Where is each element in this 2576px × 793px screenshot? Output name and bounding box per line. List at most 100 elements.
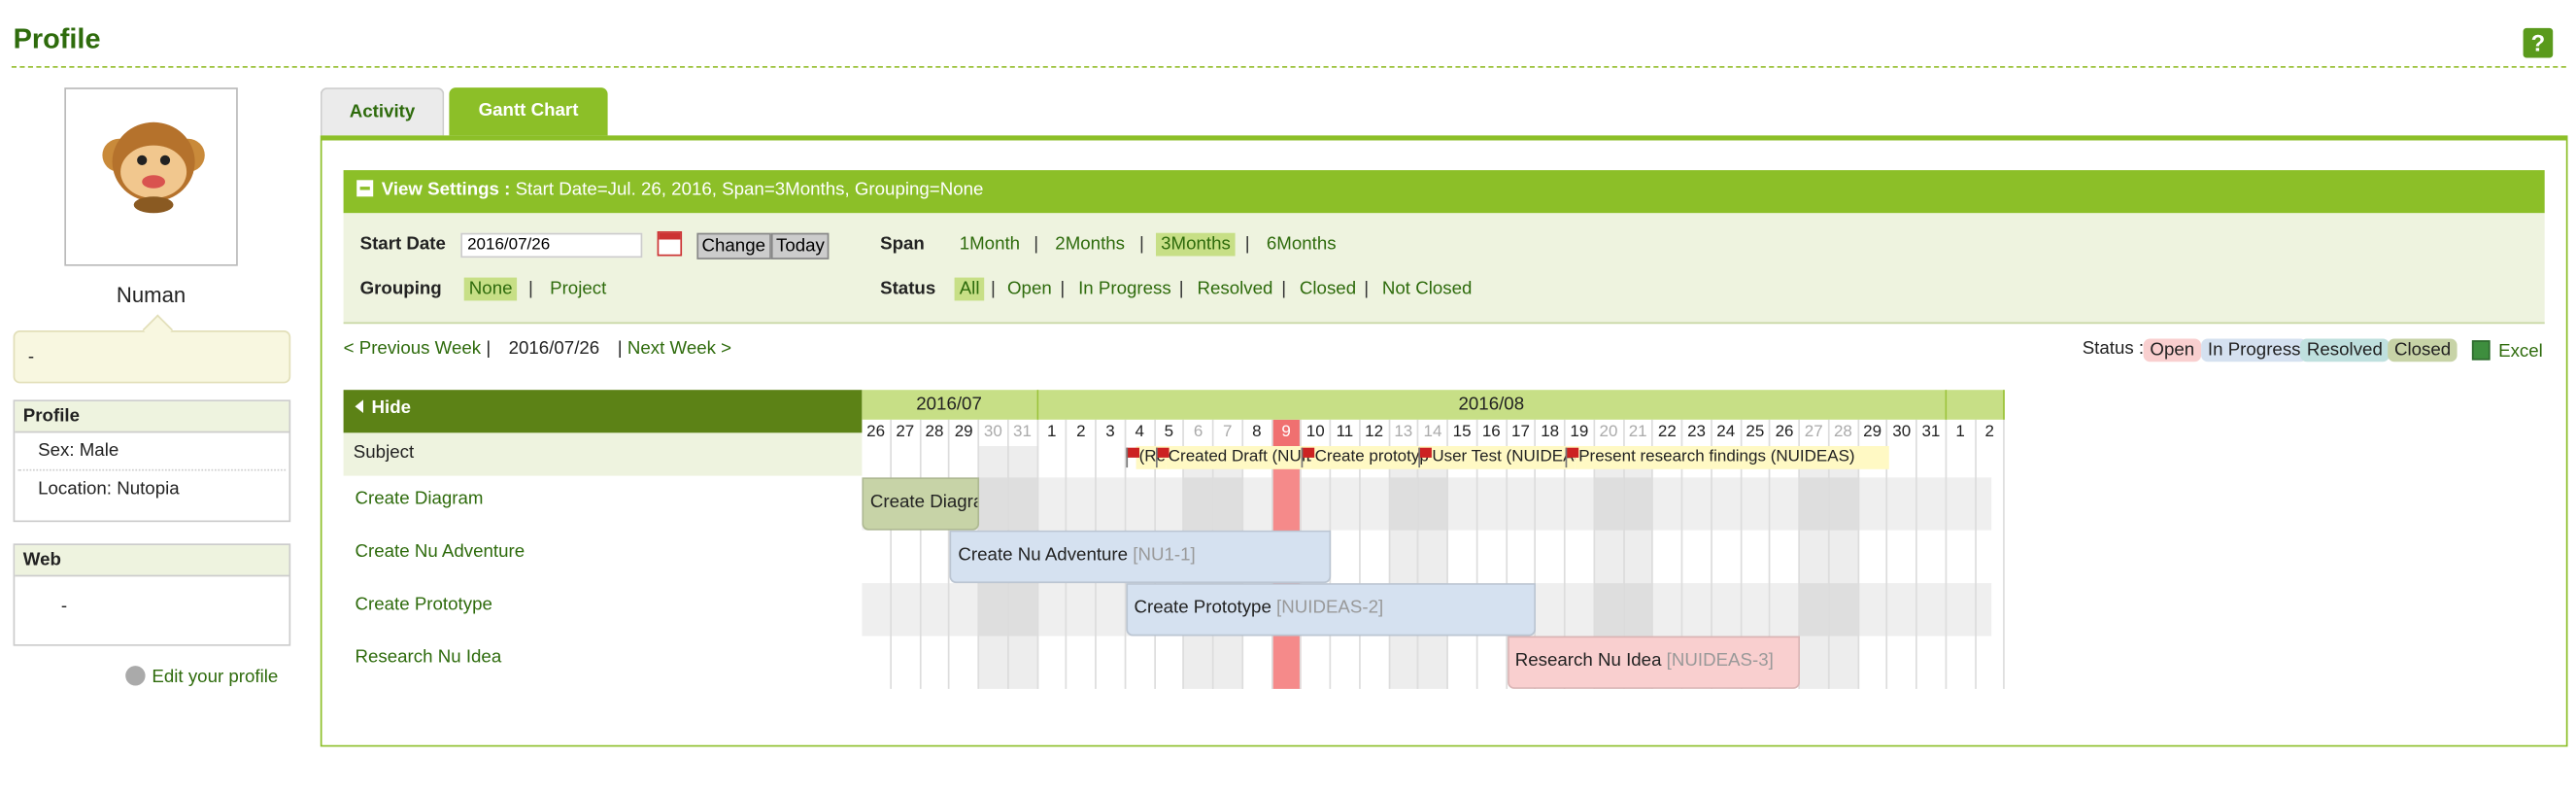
status-closed[interactable]: Closed [1299, 279, 1357, 299]
previous-week-link[interactable]: < Previous Week [343, 338, 482, 359]
excel-icon [2471, 340, 2491, 361]
day-label: 30 [1888, 419, 1917, 446]
span-3months[interactable]: 3Months [1156, 232, 1236, 257]
calendar-icon[interactable] [657, 231, 683, 257]
day-column [1566, 446, 1595, 689]
current-week: 2016/07/26 [508, 338, 600, 359]
view-settings-summary: Start Date=Jul. 26, 2016, Span=3Months, … [510, 180, 984, 200]
grouping-none[interactable]: None [463, 277, 518, 301]
day-column [1448, 446, 1478, 689]
milestone-label[interactable]: Present research findings (NUIDEAS) [1575, 446, 1889, 469]
milestone-label[interactable]: User Test (NUIDEAS) [1428, 446, 1576, 469]
day-label: 2 [1976, 419, 2006, 446]
web-info-box: Web - [13, 543, 291, 646]
web-value: - [60, 596, 68, 617]
day-label: 9 [1271, 419, 1303, 446]
task-subject-link[interactable]: Research Nu Idea [355, 647, 502, 668]
status-in-progress[interactable]: In Progress [1078, 279, 1171, 299]
day-label: 13 [1390, 419, 1419, 446]
task-bar-title: Create Diagram [869, 492, 978, 512]
day-label: 28 [921, 419, 950, 446]
day-column [1507, 446, 1537, 689]
next-week-link[interactable]: Next Week > [627, 338, 732, 359]
day-label: 4 [1126, 419, 1156, 446]
day-label: 24 [1712, 419, 1742, 446]
task-bar[interactable]: Create Prototype [NUIDEAS-2] [1125, 583, 1537, 637]
web-section-title: Web [15, 545, 289, 577]
day-label: 10 [1302, 419, 1332, 446]
profile-sex: Sex: Male [17, 432, 287, 471]
edit-profile-label: Edit your profile [152, 667, 279, 688]
status-resolved[interactable]: Resolved [1197, 279, 1273, 299]
profile-info-box: Profile Sex: Male Location: Nutopia [13, 399, 291, 523]
collapse-icon[interactable] [356, 180, 374, 197]
profile-location: Location: Nutopia [38, 479, 180, 500]
task-bar-title: Create Nu Adventure [958, 545, 1134, 566]
start-date-input[interactable] [460, 232, 643, 259]
grouping-project[interactable]: Project [550, 279, 607, 299]
start-date-label: Start Date [359, 234, 446, 255]
view-settings-bar[interactable]: View Settings : Start Date=Jul. 26, 2016… [343, 170, 2545, 214]
day-label: 5 [1155, 419, 1185, 446]
day-column [1536, 446, 1566, 689]
day-label: 19 [1566, 419, 1595, 446]
task-subject-link[interactable]: Create Diagram [355, 489, 484, 509]
title-divider [11, 66, 2566, 68]
month-header [1946, 390, 2006, 420]
day-label: 6 [1184, 419, 1214, 446]
tab-activity[interactable]: Activity [320, 87, 445, 136]
day-label: 22 [1653, 419, 1683, 446]
status-open[interactable]: Open [1007, 279, 1052, 299]
day-label: 7 [1214, 419, 1243, 446]
today-button[interactable]: Today [770, 232, 830, 259]
day-label: 23 [1682, 419, 1712, 446]
tab-gantt-chart[interactable]: Gantt Chart [449, 87, 608, 136]
excel-export-link[interactable]: Excel [2471, 340, 2543, 362]
day-label: 31 [1917, 419, 1947, 446]
change-button[interactable]: Change [696, 232, 771, 259]
day-column [1742, 446, 1771, 689]
span-label: Span [880, 234, 925, 255]
day-label: 27 [892, 419, 921, 446]
span-2months[interactable]: 2Months [1055, 234, 1126, 255]
hide-label: Hide [371, 397, 412, 419]
task-subject-link[interactable]: Create Nu Adventure [355, 541, 525, 562]
task-subject-link[interactable]: Create Prototype [355, 595, 492, 615]
day-column [1389, 446, 1419, 689]
view-settings-title: View Settings : [381, 180, 511, 200]
task-row-bg [862, 636, 1992, 689]
edit-profile-link[interactable]: Edit your profile [125, 666, 278, 687]
day-label: 8 [1243, 419, 1272, 446]
profile-section-title: Profile [15, 401, 289, 433]
gear-icon [125, 666, 146, 686]
day-label: 26 [862, 419, 892, 446]
span-6months[interactable]: 6Months [1266, 234, 1337, 255]
day-column [1800, 446, 1830, 689]
day-column [1947, 446, 1977, 689]
milestone-label[interactable]: Create prototype (NUIDEAS) [1311, 446, 1429, 469]
hide-toggle[interactable]: Hide [343, 390, 863, 433]
task-bar[interactable]: Create Diagram [NUIDEAS-1] [862, 477, 980, 531]
day-label: 17 [1507, 419, 1537, 446]
day-column [1858, 446, 1888, 689]
help-button[interactable]: ? [2523, 27, 2554, 58]
milestone-flag-icon [1565, 447, 1579, 468]
collapse-arrow-icon [355, 399, 363, 413]
day-label: 29 [1858, 419, 1888, 446]
status-not-closed[interactable]: Not Closed [1381, 279, 1473, 299]
task-bar[interactable]: Research Nu Idea [NUIDEAS-3] [1507, 636, 1800, 689]
day-label: 14 [1419, 419, 1448, 446]
span-1month[interactable]: 1Month [959, 234, 1021, 255]
view-settings-body [343, 213, 2545, 325]
day-column [1418, 446, 1448, 689]
task-bar[interactable]: Create Nu Adventure [NU1-1] [949, 530, 1332, 584]
day-label: 25 [1742, 419, 1771, 446]
day-label: 16 [1477, 419, 1508, 446]
status-all[interactable]: All [954, 277, 985, 301]
day-label: 1 [1947, 419, 1977, 446]
page-title: Profile [13, 22, 101, 55]
milestone-label[interactable]: Created Draft (NUIDEAS) [1165, 446, 1312, 469]
week-nav: < Previous Week | [343, 338, 491, 359]
task-bar-key: [NUIDEAS-2] [1276, 598, 1384, 618]
day-column [1829, 446, 1859, 689]
